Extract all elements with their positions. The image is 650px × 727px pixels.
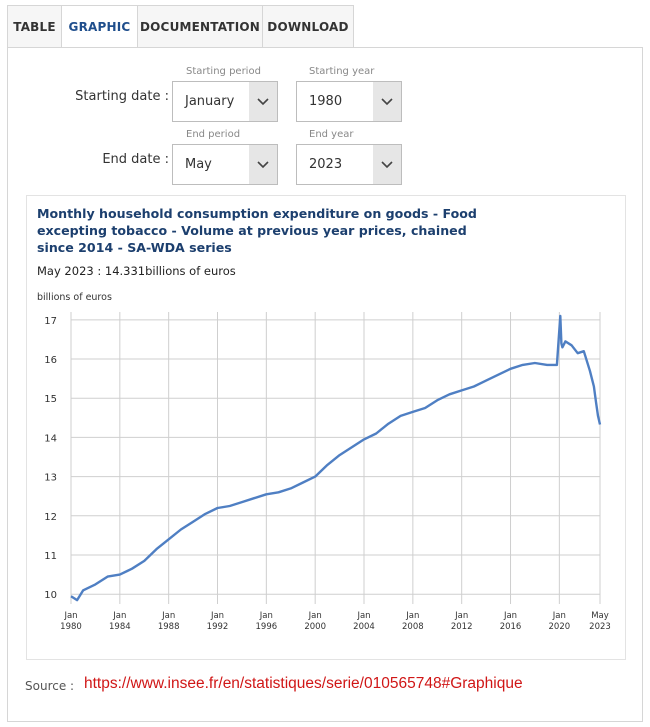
starting-year-caption: Starting year [309, 66, 375, 77]
x-tick-year-label: 2020 [549, 622, 571, 632]
starting-date-label: Starting date : [75, 89, 169, 104]
chart-container: Monthly household consumption expenditur… [26, 195, 626, 660]
y-axis-label: billions of euros [37, 292, 112, 303]
series-line [70, 314, 602, 602]
y-tick-label: 12 [44, 512, 57, 523]
chevron-down-icon [249, 82, 277, 121]
tab-download[interactable]: DOWNLOAD [262, 5, 354, 47]
y-tick-label: 15 [44, 394, 57, 405]
x-tick-month-label: Jan [405, 611, 419, 621]
x-tick-month-label: Jan [161, 611, 175, 621]
source-label: Source : [25, 679, 75, 693]
x-tick-year-label: 1980 [60, 622, 82, 632]
tab-bar: TABLE GRAPHIC DOCUMENTATION DOWNLOAD [7, 5, 354, 48]
x-tick-month-label: Jan [259, 611, 273, 621]
x-tick-month-label: Jan [503, 611, 517, 621]
end-period-caption: End period [186, 129, 241, 140]
line-chart: billions of euros1011121314151617Jan1980… [37, 292, 611, 632]
x-tick-year-label: 2012 [451, 622, 473, 632]
chevron-down-icon [249, 145, 277, 184]
x-tick-year-label: 1992 [207, 622, 229, 632]
x-tick-year-label: 2016 [500, 622, 522, 632]
x-tick-year-label: 1984 [109, 622, 131, 632]
x-tick-month-label: Jan [63, 611, 77, 621]
chart-latest-value: May 2023 : 14.331billions of euros [37, 264, 236, 278]
starting-period-caption: Starting period [186, 66, 261, 77]
x-tick-month-label: Jan [356, 611, 370, 621]
x-tick-month-label: Jan [454, 611, 468, 621]
y-tick-label: 11 [44, 551, 57, 562]
x-tick-year-label: 1996 [256, 622, 278, 632]
tab-documentation[interactable]: DOCUMENTATION [137, 5, 263, 47]
starting-period-value: January [185, 94, 235, 109]
x-tick-year-label: 2004 [353, 622, 375, 632]
x-tick-month-label: Jan [552, 611, 566, 621]
y-tick-label: 16 [44, 355, 57, 366]
end-year-caption: End year [309, 129, 354, 140]
source-link[interactable]: https://www.insee.fr/en/statistiques/ser… [84, 675, 523, 692]
x-tick-year-label: 2023 [589, 622, 611, 632]
x-tick-month-label: Jan [308, 611, 322, 621]
chart-title: Monthly household consumption expenditur… [37, 206, 477, 255]
end-year-value: 2023 [309, 157, 343, 172]
chevron-down-icon [373, 82, 401, 121]
end-date-label: End date : [102, 152, 169, 167]
source-row: Source : https://www.insee.fr/en/statist… [25, 675, 645, 696]
graphic-panel: Starting period Starting year Starting d… [7, 47, 643, 722]
y-tick-label: 17 [44, 316, 57, 327]
starting-period-select[interactable]: January [172, 81, 278, 122]
starting-year-value: 1980 [309, 94, 343, 109]
x-tick-year-label: 1988 [158, 622, 180, 632]
starting-year-select[interactable]: 1980 [296, 81, 402, 122]
x-tick-month-label: May [591, 611, 609, 621]
end-period-value: May [185, 157, 212, 172]
tab-table[interactable]: TABLE [7, 5, 62, 47]
y-tick-label: 10 [44, 590, 57, 601]
x-tick-year-label: 2000 [304, 622, 326, 632]
x-tick-month-label: Jan [210, 611, 224, 621]
end-year-select[interactable]: 2023 [296, 144, 402, 185]
chevron-down-icon [373, 145, 401, 184]
x-tick-month-label: Jan [112, 611, 126, 621]
end-period-select[interactable]: May [172, 144, 278, 185]
x-tick-year-label: 2008 [402, 622, 424, 632]
y-tick-label: 14 [44, 433, 57, 444]
tab-graphic[interactable]: GRAPHIC [61, 5, 138, 48]
y-tick-label: 13 [44, 473, 57, 484]
